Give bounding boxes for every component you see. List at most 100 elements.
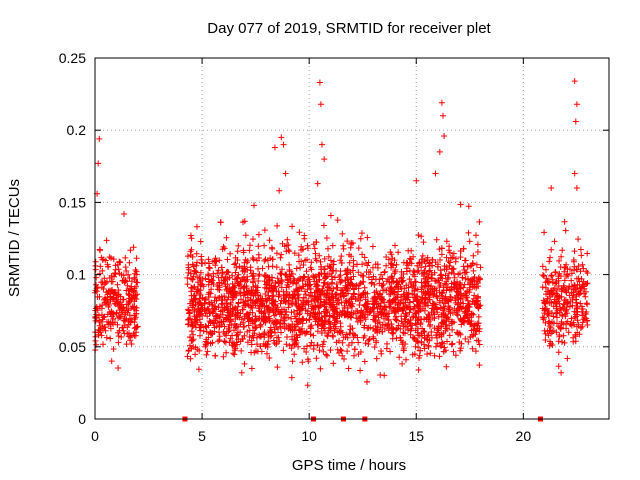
data-point: [428, 329, 435, 335]
data-point: [121, 211, 127, 217]
data-point: [216, 257, 223, 264]
data-point: [398, 294, 405, 300]
data-point: [570, 289, 577, 296]
data-point: [320, 325, 327, 332]
data-point: [411, 351, 418, 357]
data-point: [393, 279, 400, 286]
data-point: [421, 282, 428, 289]
data-point: [253, 334, 260, 341]
data-point: [346, 259, 353, 266]
data-point: [198, 256, 205, 263]
data-point: [269, 256, 276, 263]
data-point: [133, 271, 140, 278]
data-point: [312, 250, 319, 257]
data-point: [248, 365, 255, 372]
data-point: [304, 242, 311, 249]
data-point: [361, 324, 368, 331]
data-point: [394, 291, 401, 298]
data-point: [194, 319, 201, 326]
data-point: [543, 291, 549, 298]
data-point: [394, 325, 401, 332]
data-point: [301, 273, 308, 280]
data-point: [240, 319, 247, 326]
data-point: [257, 333, 264, 340]
data-point: [248, 287, 255, 294]
data-point: [130, 244, 137, 251]
data-point: [547, 254, 553, 261]
data-point: [196, 316, 203, 323]
data-point: [337, 346, 344, 353]
data-point: [188, 288, 195, 295]
data-point: [334, 297, 341, 304]
data-point: [210, 273, 217, 280]
data-point: [464, 275, 471, 282]
data-point: [261, 242, 268, 249]
data-point: [476, 362, 483, 369]
data-point: [444, 284, 451, 291]
data-point: [133, 255, 140, 262]
data-point: [464, 307, 471, 314]
data-point: [558, 293, 565, 300]
data-point: [238, 369, 245, 376]
data-point: [473, 298, 480, 305]
data-point: [556, 300, 563, 307]
y-tick-label: 0.2: [67, 122, 87, 138]
data-point: [465, 229, 472, 236]
data-point: [548, 185, 555, 191]
data-point: [289, 223, 296, 230]
data-point: [264, 279, 270, 286]
data-point: [358, 292, 365, 299]
data-point: [275, 334, 282, 341]
data-point: [453, 307, 460, 314]
data-point: [577, 325, 584, 331]
data-point: [358, 272, 364, 279]
data-point: [438, 313, 445, 320]
data-point: [209, 258, 216, 265]
data-point: [234, 323, 241, 330]
data-point: [333, 339, 340, 346]
data-point: [338, 287, 345, 294]
data-point: [402, 341, 409, 347]
data-point: [308, 298, 315, 305]
data-point: [361, 254, 368, 261]
data-point: [395, 249, 402, 256]
data-point: [475, 274, 482, 281]
data-point: [361, 358, 368, 365]
data-point: [96, 135, 103, 142]
data-point: [467, 281, 474, 288]
data-point: [436, 353, 443, 360]
data-point: [571, 248, 578, 255]
data-point: [267, 329, 273, 336]
data-point: [438, 292, 445, 299]
y-tick-label: 0.05: [59, 339, 86, 355]
x-tick-label: 20: [516, 428, 532, 444]
data-point: [415, 366, 422, 373]
y-tick-label: 0: [78, 411, 86, 427]
data-point: [96, 303, 103, 310]
data-point: [583, 315, 590, 322]
data-point: [429, 300, 436, 307]
data-point: [242, 232, 249, 239]
data-point: [214, 270, 221, 277]
data-point: [328, 294, 335, 301]
data-point: [317, 101, 324, 108]
data-point: [314, 180, 321, 187]
data-point: [349, 267, 356, 274]
data-point: [124, 282, 131, 289]
data-point: [192, 351, 199, 358]
data-point: [318, 263, 325, 270]
data-point: [325, 253, 332, 260]
data-point: [562, 227, 569, 234]
data-point: [346, 330, 353, 337]
data-point: [194, 288, 201, 295]
data-point: [132, 332, 139, 339]
data-point: [406, 267, 413, 274]
data-point: [316, 79, 323, 86]
data-point: [277, 300, 284, 307]
data-point: [240, 306, 246, 313]
data-point: [243, 278, 250, 285]
data-point: [427, 267, 434, 274]
data-point: [132, 324, 139, 331]
data-point: [125, 271, 132, 278]
data-point: [282, 271, 289, 278]
